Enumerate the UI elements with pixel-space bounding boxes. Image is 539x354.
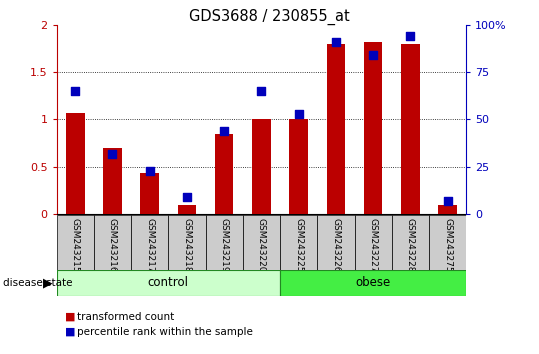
Bar <box>131 215 168 271</box>
Bar <box>317 215 355 271</box>
Point <box>294 111 303 116</box>
Text: ▶: ▶ <box>43 277 53 290</box>
Point <box>183 194 191 200</box>
Text: GSM243218: GSM243218 <box>182 218 191 272</box>
Bar <box>215 134 233 214</box>
Point <box>108 151 117 156</box>
Bar <box>289 119 308 214</box>
Bar <box>140 173 159 214</box>
Bar <box>401 44 420 214</box>
Point <box>443 198 452 204</box>
Point <box>257 88 266 94</box>
Bar <box>280 215 317 271</box>
Bar <box>364 42 383 214</box>
Text: transformed count: transformed count <box>77 312 174 322</box>
Bar <box>103 148 122 214</box>
Text: GSM243217: GSM243217 <box>145 218 154 272</box>
Text: GSM243220: GSM243220 <box>257 218 266 272</box>
Text: GSM243275: GSM243275 <box>443 218 452 272</box>
Text: ■: ■ <box>65 312 75 322</box>
Point <box>331 39 340 45</box>
Point <box>220 128 229 134</box>
Bar <box>327 44 345 214</box>
Text: GSM243228: GSM243228 <box>406 218 415 272</box>
Text: GDS3688 / 230855_at: GDS3688 / 230855_at <box>189 9 350 25</box>
Text: obese: obese <box>356 276 391 289</box>
Point <box>369 52 377 58</box>
Text: ■: ■ <box>65 327 75 337</box>
Bar <box>252 119 271 214</box>
Bar <box>280 270 466 296</box>
Text: GSM243219: GSM243219 <box>220 218 229 272</box>
Bar <box>178 205 196 214</box>
Bar <box>57 270 280 296</box>
Bar <box>57 215 94 271</box>
Text: GSM243226: GSM243226 <box>331 218 341 272</box>
Bar <box>94 215 131 271</box>
Text: GSM243215: GSM243215 <box>71 218 80 272</box>
Bar <box>168 215 205 271</box>
Point <box>146 168 154 173</box>
Bar <box>429 215 466 271</box>
Text: GSM243216: GSM243216 <box>108 218 117 272</box>
Bar <box>438 205 457 214</box>
Bar <box>205 215 243 271</box>
Text: disease state: disease state <box>3 278 72 288</box>
Point <box>71 88 80 94</box>
Bar <box>392 215 429 271</box>
Bar <box>66 113 85 214</box>
Bar <box>243 215 280 271</box>
Point <box>406 33 414 39</box>
Text: control: control <box>148 276 189 289</box>
Text: GSM243227: GSM243227 <box>369 218 378 272</box>
Text: GSM243225: GSM243225 <box>294 218 303 272</box>
Text: percentile rank within the sample: percentile rank within the sample <box>77 327 252 337</box>
Bar <box>355 215 392 271</box>
